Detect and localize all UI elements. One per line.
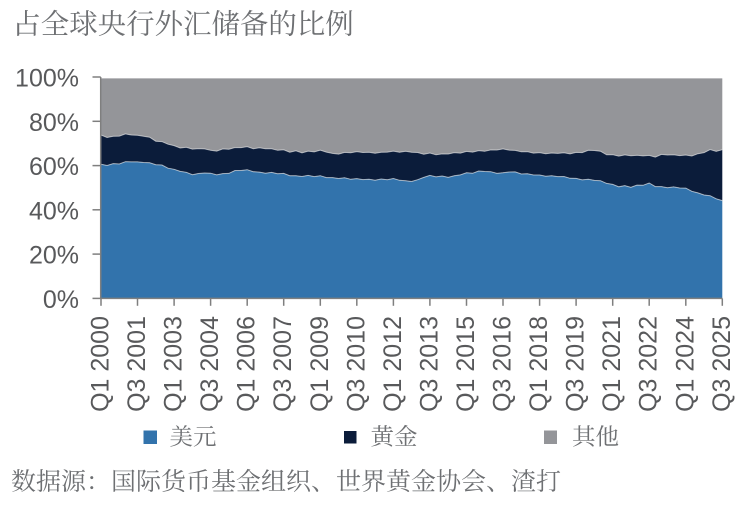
svg-text:0%: 0%: [43, 286, 79, 314]
svg-text:Q1 2012: Q1 2012: [379, 316, 407, 412]
svg-text:Q1 2024: Q1 2024: [671, 316, 699, 412]
svg-text:40%: 40%: [29, 197, 79, 225]
svg-text:Q1 2003: Q1 2003: [160, 316, 188, 412]
svg-text:20%: 20%: [29, 242, 79, 270]
svg-text:Q1 2021: Q1 2021: [598, 316, 626, 412]
svg-text:Q1 2009: Q1 2009: [306, 316, 334, 412]
svg-text:Q1 2006: Q1 2006: [233, 316, 261, 412]
svg-text:Q3 2010: Q3 2010: [342, 316, 370, 412]
svg-text:100%: 100%: [15, 65, 79, 93]
svg-text:Q1 2018: Q1 2018: [525, 316, 553, 412]
svg-text:Q3 2007: Q3 2007: [269, 316, 297, 412]
svg-text:Q3 2025: Q3 2025: [708, 316, 736, 412]
svg-text:Q3 2022: Q3 2022: [635, 316, 663, 412]
svg-text:60%: 60%: [29, 153, 79, 181]
svg-text:Q3 2016: Q3 2016: [489, 316, 517, 412]
svg-text:80%: 80%: [29, 109, 79, 137]
svg-text:Q1 2000: Q1 2000: [87, 316, 115, 412]
svg-text:Q3 2001: Q3 2001: [123, 316, 151, 412]
svg-text:Q3 2013: Q3 2013: [415, 316, 443, 412]
svg-text:Q1 2015: Q1 2015: [452, 316, 480, 412]
svg-text:Q3 2004: Q3 2004: [196, 316, 224, 412]
svg-text:Q3 2019: Q3 2019: [562, 316, 590, 412]
